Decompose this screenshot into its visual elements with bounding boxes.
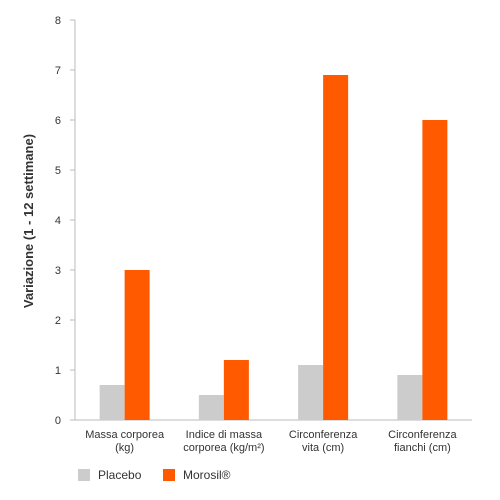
y-tick-label: 5 xyxy=(55,165,61,177)
y-tick-label: 7 xyxy=(55,65,61,77)
x-category-label: Circonferenza xyxy=(289,429,358,441)
x-category-label: Indice di massa xyxy=(186,429,263,441)
bar-placebo xyxy=(198,395,224,420)
y-axis-title: Variazione (1 - 12 settimane) xyxy=(21,134,36,308)
legend-swatch-placebo xyxy=(78,469,90,481)
bar-placebo xyxy=(298,365,324,420)
bar-placebo xyxy=(99,385,125,420)
x-category-label: Circonferenza xyxy=(388,429,457,441)
y-tick-label: 0 xyxy=(55,415,61,427)
bar-placebo xyxy=(397,375,423,420)
bar-morosil xyxy=(223,360,249,420)
y-tick-label: 3 xyxy=(55,265,61,277)
bar-morosil xyxy=(124,270,150,420)
y-tick-label: 1 xyxy=(55,365,61,377)
x-category-label: vita (cm) xyxy=(302,442,344,454)
legend-label: Morosil® xyxy=(183,468,231,482)
bar-morosil xyxy=(323,75,349,420)
y-tick-label: 2 xyxy=(55,315,61,327)
legend-label: Placebo xyxy=(98,468,142,482)
x-category-label: (kg) xyxy=(115,442,134,454)
y-tick-label: 4 xyxy=(55,215,61,227)
legend-swatch-morosil xyxy=(163,469,175,481)
bar-morosil xyxy=(422,120,448,420)
x-category-label: corporea (kg/m²) xyxy=(183,442,264,454)
y-tick-label: 6 xyxy=(55,115,61,127)
y-tick-label: 8 xyxy=(55,15,61,27)
x-category-label: fianchi (cm) xyxy=(394,442,451,454)
x-category-label: Massa corporea xyxy=(85,429,165,441)
